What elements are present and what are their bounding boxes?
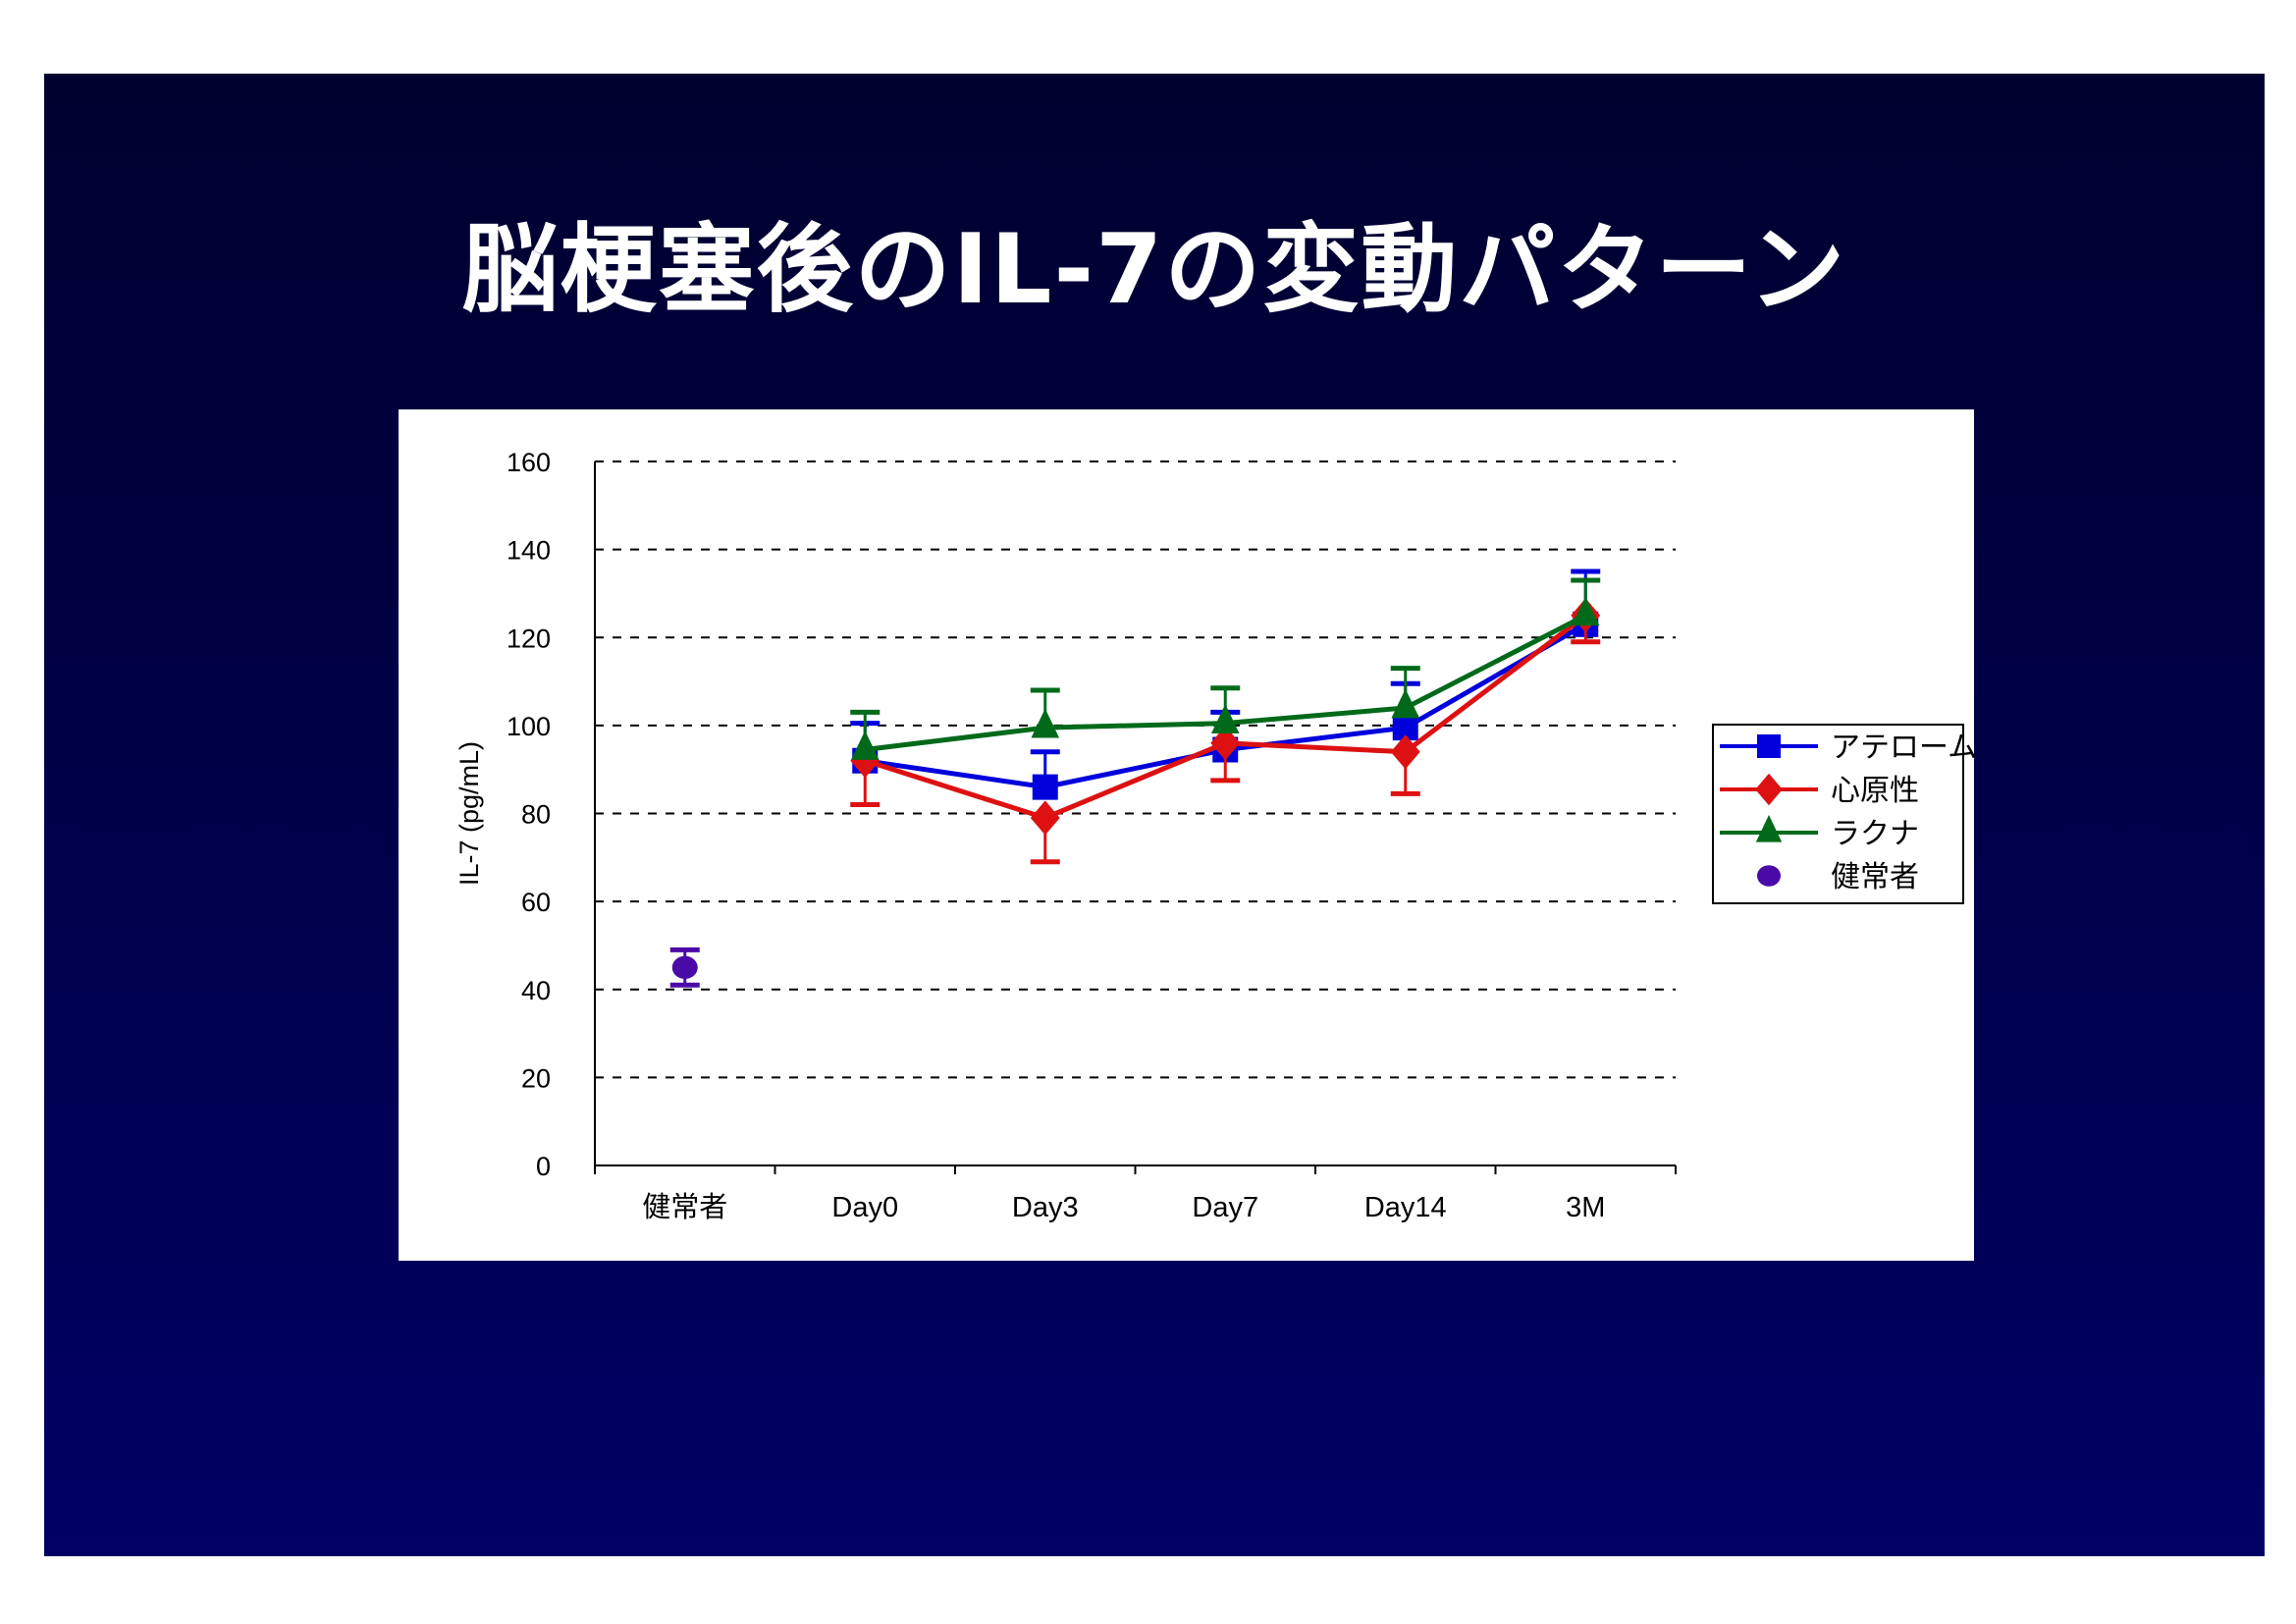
y-tick-label: 160 xyxy=(507,448,551,477)
data-point xyxy=(1571,596,1600,626)
data-point xyxy=(1032,774,1058,800)
x-tick-label: Day0 xyxy=(831,1192,898,1223)
y-tick-label: 100 xyxy=(507,712,551,741)
x-tick-label: 3M xyxy=(1566,1192,1605,1223)
legend-label: アテローム xyxy=(1831,731,1977,764)
y-tick-label: 80 xyxy=(521,800,551,830)
series-1 xyxy=(850,598,1601,865)
legend-label: 健常者 xyxy=(1831,861,1919,893)
y-tick-label: 60 xyxy=(521,888,551,917)
data-point xyxy=(1210,704,1240,734)
legend-marker xyxy=(1757,865,1781,887)
data-point xyxy=(1031,708,1060,738)
series-2 xyxy=(850,577,1601,760)
y-tick-label: 140 xyxy=(507,536,551,566)
legend-box xyxy=(1712,724,1964,904)
data-point xyxy=(1030,800,1060,836)
x-tick-label: Day3 xyxy=(1012,1192,1079,1223)
y-tick-label: 40 xyxy=(521,976,551,1005)
legend-label: ラクナ xyxy=(1831,818,1919,850)
y-axis-label: IL-7 (pg/mL) xyxy=(454,741,484,886)
x-tick-label: Day14 xyxy=(1364,1192,1447,1223)
data-point xyxy=(850,731,880,760)
x-tick-label: Day7 xyxy=(1192,1192,1258,1223)
series-3 xyxy=(669,947,700,988)
legend-marker xyxy=(1755,815,1783,842)
legend-label: 心原性 xyxy=(1831,775,1919,807)
y-tick-label: 20 xyxy=(521,1063,551,1093)
legend-marker xyxy=(1757,734,1781,758)
data-point xyxy=(1210,726,1241,761)
chart-area xyxy=(399,409,1974,1261)
slide-title: 脳梗塞後のIL-7の変動パターン xyxy=(461,214,1847,326)
data-point xyxy=(1391,688,1420,719)
y-tick-label: 120 xyxy=(507,623,551,653)
data-point xyxy=(1390,734,1420,770)
data-point xyxy=(671,955,698,980)
x-tick-label: 健常者 xyxy=(642,1191,727,1223)
legend-marker xyxy=(1755,773,1783,806)
y-tick-label: 0 xyxy=(536,1152,551,1181)
